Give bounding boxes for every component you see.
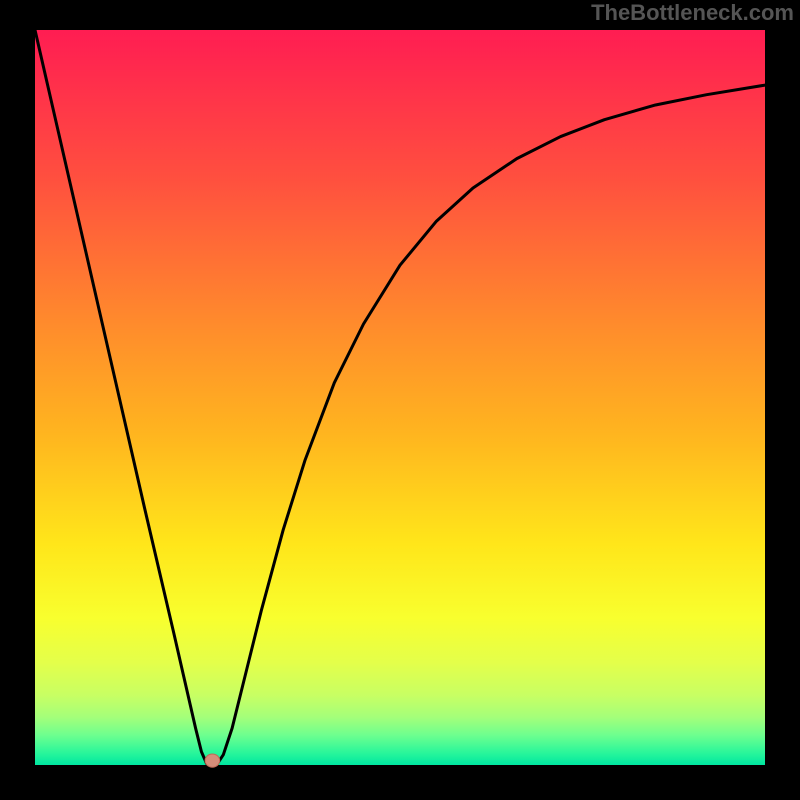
chart-frame: TheBottleneck.com [0, 0, 800, 800]
watermark-text: TheBottleneck.com [591, 0, 800, 26]
optimal-marker [205, 754, 220, 767]
curve-layer [0, 0, 800, 800]
bottleneck-curve [35, 30, 765, 765]
